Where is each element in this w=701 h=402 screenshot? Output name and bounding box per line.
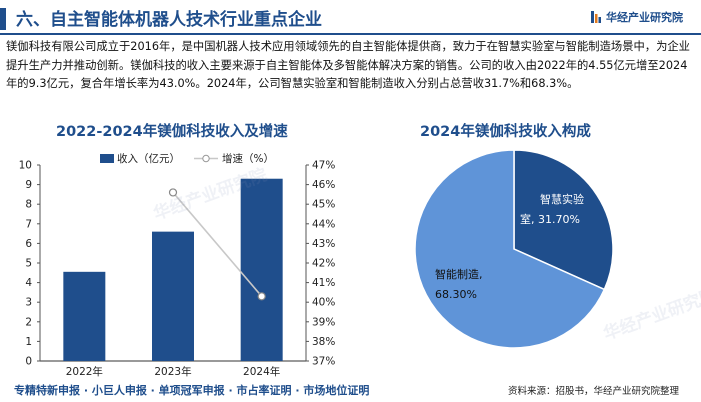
brand: 华经产业研究院 bbox=[591, 9, 683, 25]
y-tick-label: 8 bbox=[25, 199, 32, 211]
y2-tick-label: 43% bbox=[312, 238, 335, 250]
growth-point bbox=[257, 292, 266, 301]
growth-line-segment bbox=[172, 191, 263, 297]
y2-tick-label: 38% bbox=[312, 336, 335, 348]
y-tick-label: 5 bbox=[25, 258, 32, 270]
bar-chart-axes: 0 1 2 3 4 5 6 7 8 9 10 37% 38% 39% 40% 41% 42% 43% 44% 45% 4… bbox=[19, 160, 336, 379]
growth-point bbox=[168, 188, 178, 197]
y-tick-label: 0 bbox=[25, 356, 32, 368]
header-accent-bar bbox=[0, 8, 6, 30]
y-tick-label: 7 bbox=[25, 218, 32, 230]
y-tick-label: 1 bbox=[25, 336, 32, 348]
revenue-bar bbox=[240, 178, 283, 361]
y2-tick-label: 37% bbox=[312, 356, 335, 368]
y-tick-label: 2 bbox=[25, 316, 32, 328]
pie-slice-label: 智能制造, 68.30% bbox=[435, 267, 483, 301]
page-title: 六、自主智能体机器人技术行业重点企业 bbox=[16, 10, 322, 30]
pie-slice bbox=[414, 149, 606, 349]
y2-tick-label: 41% bbox=[312, 277, 335, 289]
y-tick-label: 3 bbox=[25, 297, 32, 309]
revenue-bar-chart: 收入（亿元） 增速（%） 0 1 2 3 4 5 6 7 8 9 10 37% 38% 39% 40% 41% 4… bbox=[19, 152, 336, 379]
y2-tick-label: 42% bbox=[312, 258, 335, 270]
footer-source: 资料来源：招股书，华经产业研究院整理 bbox=[507, 386, 679, 397]
x-tick-label: 2022年 bbox=[66, 365, 103, 378]
x-tick-label: 2024年 bbox=[243, 365, 280, 378]
revenue-pie-chart: 智慧实验室, 31.70% 智能制造, 68.30% bbox=[414, 149, 614, 349]
y2-tick-label: 44% bbox=[312, 218, 335, 230]
y-tick-label: 9 bbox=[25, 179, 32, 191]
header: 六、自主智能体机器人技术行业重点企业 华经产业研究院 bbox=[0, 0, 701, 35]
y2-tick-label: 45% bbox=[312, 199, 335, 211]
bar-chart-marks bbox=[63, 178, 283, 361]
pie-slice bbox=[513, 149, 614, 291]
y2-tick-label: 47% bbox=[312, 160, 335, 172]
y-tick-label: 4 bbox=[25, 277, 32, 289]
y2-tick-label: 46% bbox=[312, 179, 335, 191]
brand-logo-icon bbox=[591, 11, 601, 23]
bar-chart-title: 2022-2024年镁伽科技收入及增速 bbox=[56, 124, 288, 140]
header-divider bbox=[0, 33, 701, 35]
pie-chart-title: 2024年镁伽科技收入构成 bbox=[420, 124, 591, 140]
legend-label-revenue: 收入（亿元） bbox=[117, 152, 180, 165]
bar-chart-legend: 收入（亿元） 增速（%） bbox=[100, 152, 274, 165]
y-tick-label: 6 bbox=[25, 238, 32, 250]
y2-tick-label: 39% bbox=[312, 316, 335, 328]
brand-name: 华经产业研究院 bbox=[606, 11, 683, 24]
x-tick-label: 2023年 bbox=[154, 365, 191, 378]
footer-services: 专精特新申报 · 小巨人申报 · 单项冠军申报 · 市占率证明 · 市场地位证明 bbox=[14, 384, 370, 397]
revenue-bar bbox=[152, 231, 194, 361]
revenue-bar bbox=[63, 271, 106, 361]
legend-marker-growth bbox=[202, 154, 210, 163]
y-tick-label: 10 bbox=[19, 160, 32, 172]
intro-paragraph: 镁伽科技有限公司成立于2016年，是中国机器人技术应用领域领先的自主智能体提供商… bbox=[6, 40, 690, 90]
y2-tick-label: 40% bbox=[312, 297, 335, 309]
pie-slice-label: 智慧实验室, 31.70% bbox=[520, 192, 584, 226]
legend-label-growth: 增速（%） bbox=[222, 152, 274, 165]
legend-swatch-revenue bbox=[100, 154, 114, 163]
